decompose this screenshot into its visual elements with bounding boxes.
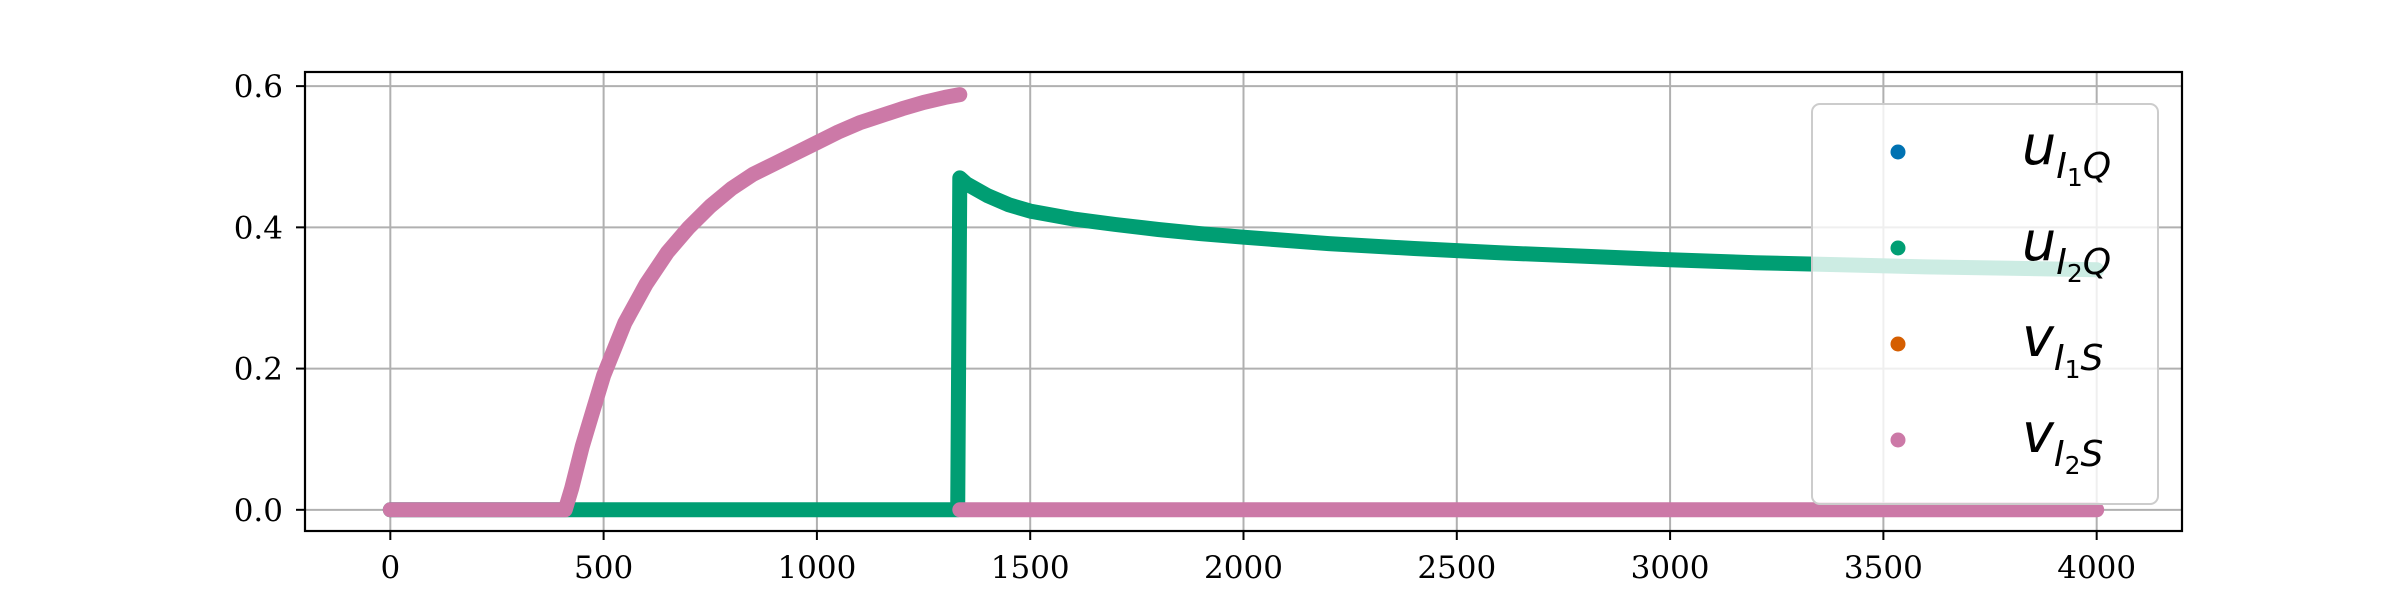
x-tick-label: 3500 — [1844, 550, 1923, 586]
legend-label-tail: Q — [2083, 242, 2111, 283]
x-axis: 0 500 1000 1500 2000 2500 3000 3500 4000 — [380, 531, 2136, 586]
legend-label-subsub: 1 — [2067, 163, 2083, 192]
legend-label-subsub: 2 — [2065, 451, 2081, 480]
y-tick-label: 0.6 — [234, 69, 283, 105]
legend-label-3: vI2S — [2022, 402, 2103, 480]
x-tick-label: 2000 — [1204, 550, 1283, 586]
x-tick-label: 500 — [574, 550, 633, 586]
legend-label-sub: I — [2054, 338, 2065, 379]
series-layer — [382, 87, 2105, 518]
legend-label-main: u — [2022, 210, 2056, 273]
legend-label-main: u — [2022, 114, 2056, 177]
legend-marker-2 — [1890, 336, 1906, 352]
legend-label-0: uI1Q — [2022, 114, 2111, 192]
legend-label-tail: Q — [2083, 146, 2111, 187]
legend-label-tail: S — [2081, 338, 2104, 379]
y-axis: 0.0 0.2 0.4 0.6 — [234, 69, 305, 529]
series-1-trace — [382, 170, 2105, 518]
y-tick-label: 0.4 — [234, 210, 283, 246]
x-tick-label: 3000 — [1631, 550, 1710, 586]
legend-marker-3 — [1890, 432, 1906, 448]
series-3 — [382, 87, 2105, 518]
x-tick-label: 0 — [380, 550, 400, 586]
legend-label-subsub: 2 — [2067, 259, 2083, 288]
legend-marker-0 — [1890, 144, 1906, 160]
legend-label-2: vI1S — [2022, 306, 2103, 384]
x-tick-label: 1500 — [991, 550, 1070, 586]
x-tick-label: 1000 — [777, 550, 856, 586]
series-1 — [382, 170, 2105, 518]
x-tick-label: 4000 — [2057, 550, 2136, 586]
legend-label-tail: S — [2081, 434, 2104, 475]
x-tick-label: 2500 — [1417, 550, 1496, 586]
legend-marker-1 — [1890, 240, 1906, 256]
legend-label-subsub: 1 — [2065, 355, 2081, 384]
series-3-trace — [382, 87, 968, 518]
legend-box — [1811, 103, 2159, 505]
legend-label-sub: I — [2054, 434, 2065, 475]
legend-label-main: v — [2022, 306, 2055, 369]
legend-label-sub: I — [2056, 146, 2067, 187]
y-tick-label: 0.2 — [234, 352, 283, 388]
legend-label-main: v — [2022, 402, 2055, 465]
legend-label-sub: I — [2056, 242, 2067, 283]
y-tick-label: 0.0 — [234, 493, 283, 529]
legend-label-1: uI2Q — [2022, 210, 2111, 288]
